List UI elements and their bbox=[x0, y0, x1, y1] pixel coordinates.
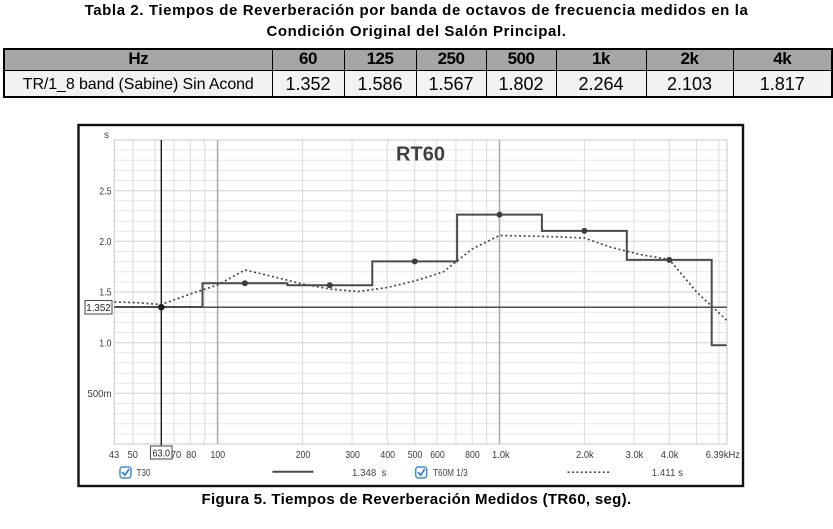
svg-text:1.411 s: 1.411 s bbox=[652, 467, 683, 479]
svg-text:1.348 s: 1.348 s bbox=[352, 467, 387, 479]
svg-text:500m: 500m bbox=[88, 388, 112, 400]
svg-text:400: 400 bbox=[380, 449, 395, 461]
svg-text:RT60: RT60 bbox=[396, 144, 445, 166]
svg-text:43: 43 bbox=[109, 449, 119, 461]
svg-text:3.0k: 3.0k bbox=[626, 449, 644, 461]
svg-text:1.352: 1.352 bbox=[86, 302, 111, 314]
svg-text:6.39kHz: 6.39kHz bbox=[706, 449, 740, 461]
svg-text:63.0: 63.0 bbox=[152, 448, 170, 460]
svg-text:2.0: 2.0 bbox=[99, 236, 111, 248]
svg-text:70: 70 bbox=[171, 449, 181, 461]
svg-text:300: 300 bbox=[345, 449, 360, 461]
svg-text:200: 200 bbox=[296, 449, 311, 461]
svg-text:100: 100 bbox=[211, 449, 226, 461]
svg-text:T30: T30 bbox=[137, 467, 151, 479]
svg-text:2.0k: 2.0k bbox=[576, 449, 594, 461]
svg-text:800: 800 bbox=[465, 449, 480, 461]
svg-text:2.5: 2.5 bbox=[99, 185, 111, 197]
svg-text:1.5: 1.5 bbox=[99, 287, 111, 299]
svg-text:80: 80 bbox=[186, 449, 196, 461]
svg-text:1.0k: 1.0k bbox=[492, 449, 510, 461]
svg-text:4.0k: 4.0k bbox=[661, 449, 679, 461]
svg-text:600: 600 bbox=[430, 449, 445, 461]
svg-text:T60M 1/3: T60M 1/3 bbox=[433, 467, 468, 479]
svg-text:1.0: 1.0 bbox=[99, 337, 111, 349]
svg-text:50: 50 bbox=[128, 449, 138, 461]
svg-text:s: s bbox=[104, 130, 109, 141]
svg-text:500: 500 bbox=[408, 449, 423, 461]
